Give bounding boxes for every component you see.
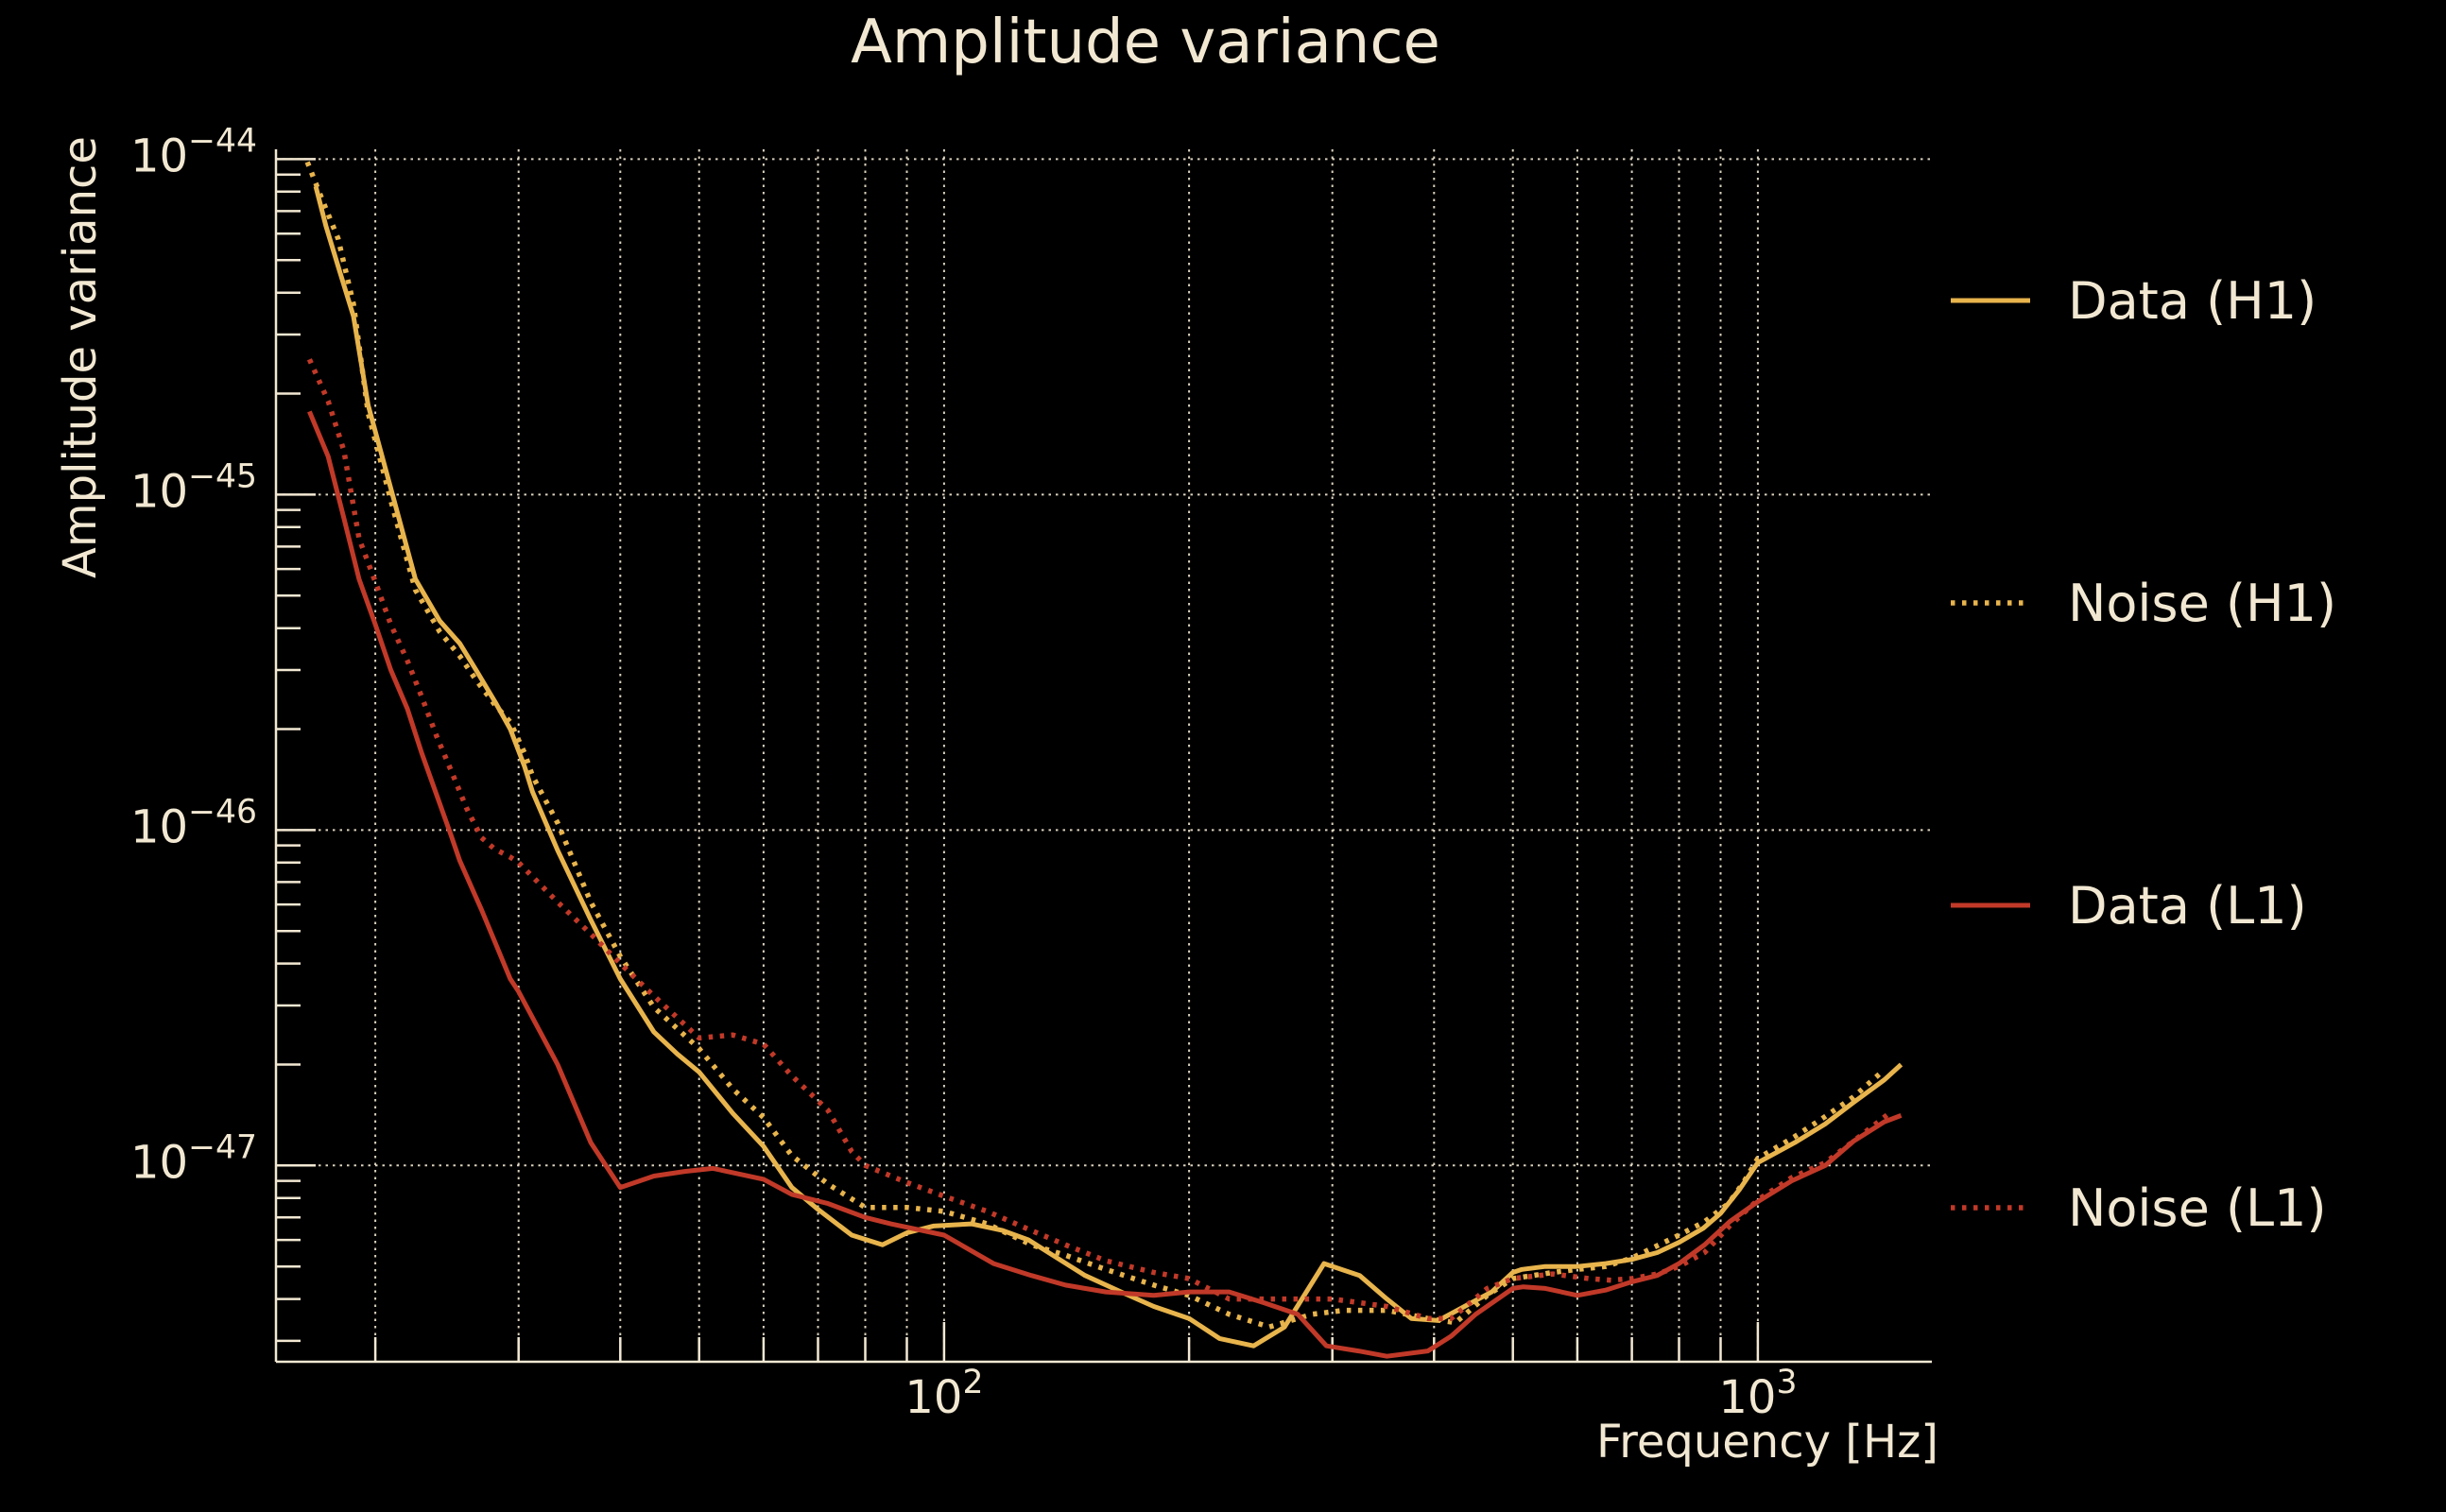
y-tick-label: 10−44 <box>0 125 257 180</box>
series-line-data_l1 <box>307 410 1903 1359</box>
legend-swatch-solid-line <box>1951 298 2030 303</box>
legend-label: Noise (L1) <box>2068 1177 2327 1238</box>
legend-label: Noise (H1) <box>2068 573 2337 633</box>
y-tick-label: 10−45 <box>0 460 257 515</box>
y-tick-exponent: −47 <box>188 1128 257 1167</box>
series-group <box>304 161 1903 1359</box>
y-tick-base: 10 <box>130 129 189 183</box>
chart-title: Amplitude variance <box>851 8 1440 77</box>
x-tick-exponent: 2 <box>962 1363 984 1401</box>
legend-label: Data (H1) <box>2068 270 2317 331</box>
legend-item-noise_h1: Noise (H1) <box>1949 565 2336 641</box>
legend-item-noise_l1: Noise (L1) <box>1949 1170 2327 1246</box>
series-line-data_h1 <box>313 185 1903 1349</box>
x-tick-base: 10 <box>904 1371 963 1424</box>
x-tick-base: 10 <box>1718 1371 1777 1424</box>
x-axis-title: Frequency [Hz] <box>1596 1416 1938 1469</box>
y-tick-label: 10−47 <box>0 1131 257 1186</box>
y-tick-exponent: −44 <box>188 122 257 161</box>
legend-item-data_l1: Data (L1) <box>1949 868 2307 943</box>
legend-swatch-solid-line <box>1951 902 2030 908</box>
y-tick-exponent: −45 <box>188 457 257 496</box>
legend-label: Data (L1) <box>2068 875 2307 936</box>
legend-swatch-dotted-line <box>1951 1205 2030 1211</box>
y-tick-label: 10−46 <box>0 796 257 850</box>
x-tick-label: 103 <box>1718 1366 1797 1420</box>
series-line-noise_h1 <box>304 161 1886 1330</box>
legend-item-data_h1: Data (H1) <box>1949 263 2317 338</box>
y-tick-base: 10 <box>130 1136 189 1190</box>
y-tick-base: 10 <box>130 800 189 854</box>
y-tick-base: 10 <box>130 465 189 519</box>
x-tick-label: 102 <box>904 1366 983 1420</box>
y-tick-exponent: −46 <box>188 793 257 832</box>
x-tick-exponent: 3 <box>1776 1363 1798 1401</box>
series-line-noise_l1 <box>306 358 1892 1321</box>
legend-swatch-dotted-line <box>1951 600 2030 606</box>
